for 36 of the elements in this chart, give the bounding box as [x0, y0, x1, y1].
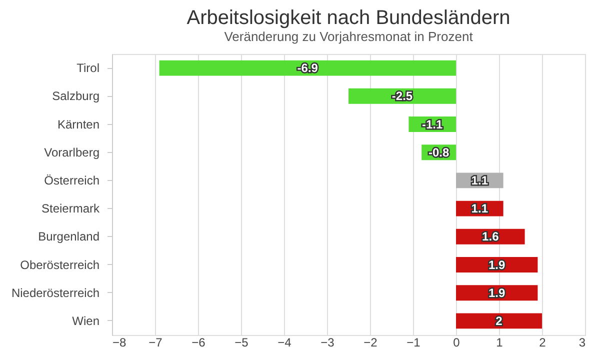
data-label: -2.5	[392, 89, 413, 104]
x-tick-label: −2	[364, 336, 378, 350]
chart-subtitle: Veränderung zu Vorjahresmonat in Prozent	[224, 29, 474, 44]
y-tick-label: Steiermark	[41, 202, 100, 216]
x-tick-label: −4	[278, 336, 292, 350]
data-label: 1.9	[488, 258, 506, 272]
x-tick-label: −6	[192, 336, 206, 350]
x-tick-label: −3	[320, 336, 335, 350]
y-tick-label: Kärnten	[57, 117, 100, 132]
y-tick-label: Österreich	[44, 173, 100, 188]
data-label: 1.1	[471, 202, 488, 216]
data-label: 2	[496, 314, 503, 328]
y-tick-label: Wien	[72, 314, 100, 328]
y-tick-label: Oberösterreich	[20, 258, 100, 272]
x-tick-label: −5	[234, 336, 249, 350]
x-tick-label: 3	[578, 336, 586, 350]
bar	[456, 313, 542, 329]
data-label: -6.9	[297, 61, 318, 76]
y-tick-label: Niederösterreich	[11, 286, 100, 300]
y-tick-label: Salzburg	[52, 89, 100, 104]
y-tick-label: Vorarlberg	[44, 145, 100, 160]
data-label: 1.6	[482, 230, 500, 244]
y-tick-label: Tirol	[76, 61, 100, 76]
x-tick-label: 0	[453, 336, 460, 350]
data-label: 1.1	[471, 173, 488, 188]
x-tick-label: −7	[148, 336, 163, 350]
x-tick-label: 2	[539, 336, 546, 350]
x-tick-label: 1	[496, 336, 504, 350]
x-tick-label: −8	[112, 336, 127, 350]
x-tick-label: −1	[406, 336, 421, 350]
chart-title: Arbeitslosigkeit nach Bundesländern	[186, 7, 510, 29]
data-label: -1.1	[422, 117, 444, 132]
bar	[159, 60, 456, 76]
y-tick-label: Burgenland	[38, 230, 100, 244]
data-label: 1.9	[488, 286, 506, 300]
data-label: -0.8	[428, 145, 450, 160]
